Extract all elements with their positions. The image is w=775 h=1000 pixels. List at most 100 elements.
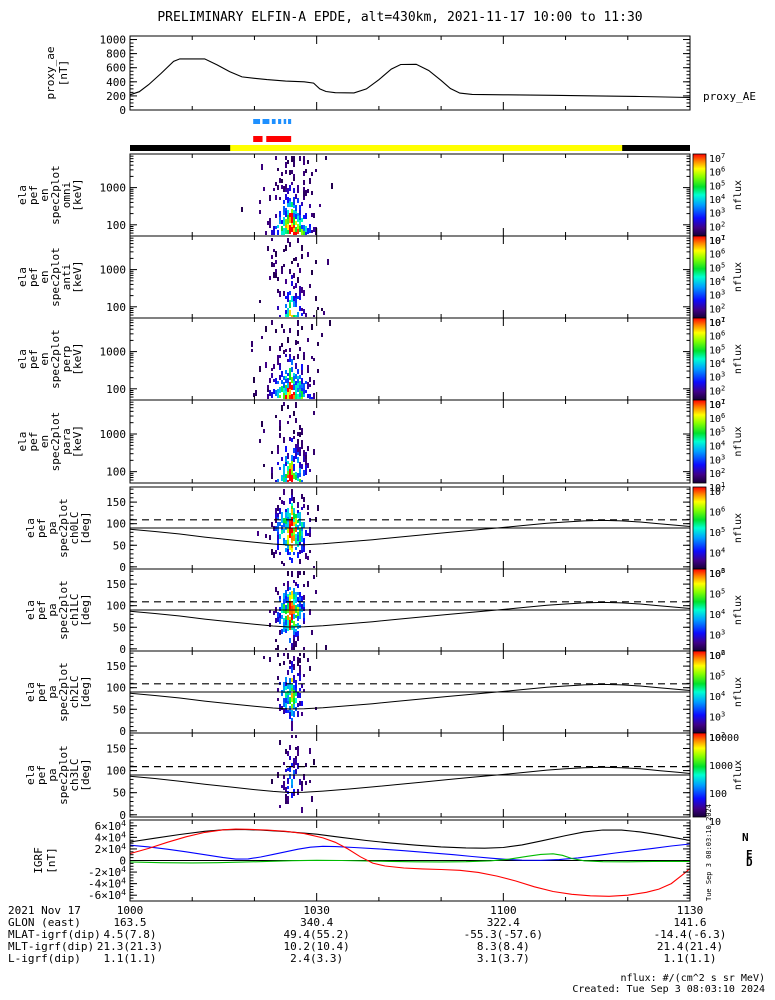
colorbar-unit-label: nflux <box>733 262 744 292</box>
y-axis-label: [nT] <box>57 60 70 87</box>
y-axis-label: ela <box>24 518 37 538</box>
y-tick-label: 100 <box>106 219 126 232</box>
colorbar-tick-label: 1000 <box>709 761 733 772</box>
y-axis-label: spec2plot <box>57 745 70 805</box>
y-axis-label: pef <box>35 518 48 538</box>
series-N <box>129 843 691 861</box>
colorbar <box>692 235 707 319</box>
y-axis-label: spec2plot <box>57 498 70 558</box>
y-axis-label: spec2plot <box>49 247 62 307</box>
y-axis-label: en <box>38 188 51 201</box>
bottom-axis-table: 2021 Nov 17 1000 1030 1100 1130 GLON (east) 16… <box>8 904 726 965</box>
y-tick-label: 150 <box>106 660 126 673</box>
y-axis-label: ch0LC <box>68 511 81 544</box>
science-zone-flag <box>288 119 292 124</box>
axis-value: 21.3(21.3) <box>97 940 163 953</box>
y-tick-label: 1000 <box>100 182 127 195</box>
colorbar-tick-label: 105 <box>709 179 725 192</box>
axis-value: 163.5 <box>113 916 146 929</box>
axis-value: 1100 <box>490 904 517 917</box>
loss-cone-curve <box>129 519 691 546</box>
y-axis-label: pef <box>35 765 48 785</box>
y-tick-label: 100 <box>106 301 126 314</box>
colorbar-tick-label: 106 <box>709 567 725 580</box>
colorbar-unit-label: nflux <box>733 344 744 374</box>
y-axis-label: ch1LC <box>68 593 81 626</box>
y-axis-label: en <box>38 435 51 448</box>
y-axis-label: ela <box>16 349 29 369</box>
axis-value: 1.1(1.1) <box>104 952 157 965</box>
colorbar-tick-label: 107 <box>709 485 725 498</box>
colorbar-tick-label: 107 <box>709 234 725 247</box>
colorbar-tick-label: 102 <box>709 220 725 233</box>
y-axis-label: ch2LC <box>68 675 81 708</box>
colorbar-tick-label: 106 <box>709 330 725 343</box>
y-axis-label: [deg] <box>79 593 92 626</box>
y-tick-label: 50 <box>113 539 126 552</box>
footer-created: Created: Tue Sep 3 08:03:10 2024 <box>572 984 765 995</box>
science-zone-flag <box>283 119 287 124</box>
colorbar-tick-label: 102 <box>709 467 725 480</box>
y-tick-label: 4×104 <box>95 830 127 844</box>
colorbar-unit-label: nflux <box>733 180 744 210</box>
axis-value: 21.4(21.4) <box>657 940 723 953</box>
y-axis-label: [deg] <box>79 675 92 708</box>
colorbar-tick-label: 104 <box>709 608 725 621</box>
proxy-ae-legend-label: proxy_AE <box>703 90 756 103</box>
loss-cone-curve <box>129 683 691 710</box>
panel-en_anti: 1001000elapefenspec2plotanti[keV]1071061… <box>16 234 744 329</box>
colorbar-tick-label: 106 <box>709 506 725 519</box>
y-axis-label: IGRF <box>32 847 45 874</box>
axis-value: 4.5(7.8) <box>104 928 157 941</box>
axis-value: 3.1(3.7) <box>477 952 530 965</box>
y-tick-label: 6×104 <box>95 819 127 833</box>
y-axis-label: spec2plot <box>49 165 62 225</box>
panel-flags <box>130 119 690 151</box>
y-tick-label: 2×104 <box>95 842 127 856</box>
colorbar-tick-label: 103 <box>709 629 725 642</box>
series-E <box>129 853 690 864</box>
colorbar-tick-label: 10 <box>709 817 721 828</box>
igrf-legend-n: N <box>742 831 749 844</box>
y-tick-label: 100 <box>106 765 126 778</box>
y-axis-label: anti <box>60 264 73 291</box>
colorbar-tick-label: 105 <box>709 426 725 439</box>
panel-en_perp: 1001000elapefenspec2plotperp[keV]1071061… <box>16 316 744 411</box>
axis-row-label: MLT-igrf(dip) <box>8 940 94 953</box>
axis-value: 1130 <box>677 904 704 917</box>
y-tick-label: 50 <box>113 621 126 634</box>
colorbar-tick-label: 107 <box>709 316 725 329</box>
y-axis-label: [keV] <box>71 425 84 458</box>
y-tick-label: 1000 <box>100 34 127 47</box>
axis-value: 1000 <box>117 904 144 917</box>
axis-value: 322.4 <box>487 916 520 929</box>
series-proxy_AE <box>129 58 691 99</box>
colorbar-tick-label: 100 <box>709 789 727 800</box>
y-tick-label: 100 <box>106 600 126 613</box>
state-bar-sunlight <box>230 145 623 151</box>
y-axis-label: spec2plot <box>49 329 62 389</box>
axis-row-label: L-igrf(dip) <box>8 952 81 965</box>
axis-value: 10.2(10.4) <box>284 940 350 953</box>
y-axis-label: ela <box>16 432 29 452</box>
colorbar <box>692 732 707 818</box>
panel-en_para: 1001000elapefenspec2plotpara[keV]1071061… <box>16 398 744 494</box>
y-axis-label: spec2plot <box>49 412 62 472</box>
science-zone-flag <box>262 119 270 124</box>
footer-units: nflux: #/(cm^2 s sr MeV) <box>621 973 766 984</box>
axis-value: 1.1(1.1) <box>664 952 717 965</box>
science-zone-flag <box>271 119 276 124</box>
y-tick-label: 150 <box>106 578 126 591</box>
colorbar-unit-label: nflux <box>733 677 744 707</box>
loss-cone-curve <box>129 601 691 628</box>
y-axis-label: pef <box>27 432 40 452</box>
y-axis-label: [nT] <box>45 847 58 874</box>
event-flag <box>266 136 292 142</box>
colorbar-tick-label: 10000 <box>709 733 739 744</box>
colorbar-tick-label: 106 <box>709 248 725 261</box>
panel-en_omni: 1001000elapefenspec2plotomni[keV]1071061… <box>16 152 744 247</box>
